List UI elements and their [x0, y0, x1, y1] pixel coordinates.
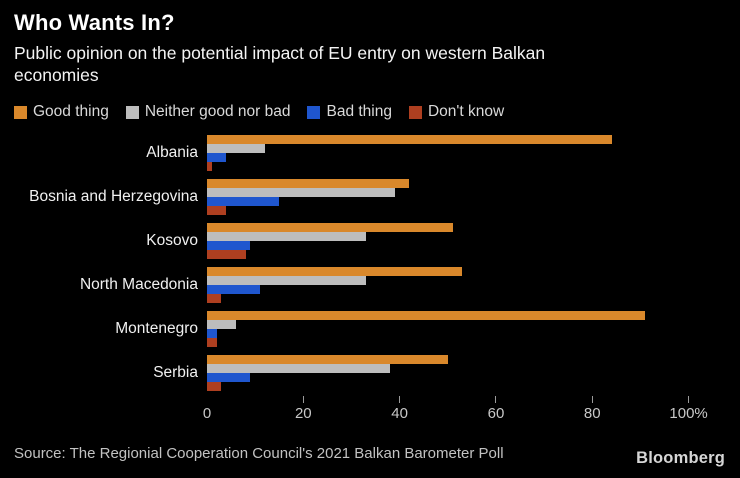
- axis-tick-mark: [495, 396, 497, 403]
- axis-tick-label: 80: [583, 405, 601, 422]
- axis-tick-mark: [302, 396, 304, 403]
- bar-bad-thing: [207, 373, 251, 382]
- bloomberg-logo: Bloomberg: [636, 449, 725, 467]
- legend-label: Don't know: [427, 103, 505, 120]
- category-label: Montenegro: [115, 320, 198, 337]
- legend-label: Bad thing: [326, 103, 392, 120]
- legend-item-good-thing: Good thing: [14, 103, 109, 121]
- axis-tick-label: 60: [487, 405, 505, 422]
- bar-good-thing: [207, 355, 448, 364]
- x-axis: 0 20 40 60 80 100%: [203, 395, 740, 423]
- bar-good-thing: [207, 223, 453, 232]
- bar-row-north-macedonia: North Macedonia: [0, 263, 740, 307]
- bar-row-albania: Albania: [0, 131, 740, 175]
- brick-square-swatch: [408, 105, 422, 119]
- bar-row-serbia: Serbia: [0, 351, 740, 395]
- bar-don-t-know: [207, 382, 222, 391]
- bar-group: [207, 355, 740, 391]
- bar-bad-thing: [207, 153, 227, 162]
- bar-neither-good-nor-bad: [207, 144, 265, 153]
- category-label: Bosnia and Herzegovina: [29, 188, 198, 205]
- bar-good-thing: [207, 135, 612, 144]
- legend-item-neither-good-nor-bad: Neither good nor bad: [125, 103, 291, 121]
- axis-tick-mark: [399, 396, 401, 403]
- bar-bad-thing: [207, 241, 251, 250]
- bar-good-thing: [207, 267, 463, 276]
- bar-don-t-know: [207, 338, 217, 347]
- source-note: Source: The Regionial Cooperation Counci…: [14, 445, 504, 462]
- axis-tick-mark: [591, 396, 593, 403]
- bar-neither-good-nor-bad: [207, 276, 366, 285]
- bar-neither-good-nor-bad: [207, 188, 395, 197]
- orange-square-swatch: [14, 105, 27, 119]
- gray-square-swatch: [125, 105, 139, 119]
- blue-square-swatch: [307, 105, 321, 119]
- axis-tick-label: 40: [391, 405, 408, 422]
- bar-neither-good-nor-bad: [207, 320, 236, 329]
- legend-item-bad-thing: Bad thing: [307, 103, 392, 121]
- bar-bad-thing: [207, 197, 280, 206]
- chart-title: Who Wants In?: [14, 10, 175, 35]
- bar-group: [207, 135, 740, 171]
- bar-good-thing: [207, 179, 410, 188]
- bar-row-kosovo: Kosovo: [0, 219, 740, 263]
- axis-tick-mark: [688, 396, 690, 403]
- legend-label: Neither good nor bad: [144, 103, 291, 120]
- bar-neither-good-nor-bad: [207, 364, 390, 373]
- bar-group: [207, 223, 740, 259]
- axis-tick-label: 0: [202, 405, 212, 422]
- bar-bad-thing: [207, 285, 260, 294]
- bar-neither-good-nor-bad: [207, 232, 366, 241]
- bar-group: [207, 311, 740, 347]
- bar-don-t-know: [207, 162, 212, 171]
- legend-label: Good thing: [33, 103, 109, 120]
- bar-rows: Albania Bosnia and Herzegovina Kosovo North…: [0, 131, 740, 395]
- bar-good-thing: [207, 311, 646, 320]
- category-label: Kosovo: [146, 232, 198, 249]
- legend-item-don-t-know: Don't know: [408, 103, 505, 121]
- category-label: Albania: [146, 144, 198, 161]
- bar-group: [207, 267, 740, 303]
- bar-row-montenegro: Montenegro: [0, 307, 740, 351]
- category-label: North Macedonia: [79, 276, 198, 293]
- bar-don-t-know: [207, 294, 222, 303]
- bar-bad-thing: [207, 329, 217, 338]
- bar-don-t-know: [207, 250, 246, 259]
- chart-subtitle: Public opinion on the potential impact o…: [14, 43, 546, 86]
- chart-legend: Good thing Neither good nor bad Bad thing D…: [14, 103, 504, 121]
- category-label: Serbia: [153, 364, 198, 381]
- bar-don-t-know: [207, 206, 227, 215]
- axis-tick-label: 100%: [669, 405, 708, 422]
- axis-tick-label: 20: [294, 405, 312, 422]
- bar-row-bosnia-and-herzegovina: Bosnia and Herzegovina: [0, 175, 740, 219]
- bar-group: [207, 179, 740, 215]
